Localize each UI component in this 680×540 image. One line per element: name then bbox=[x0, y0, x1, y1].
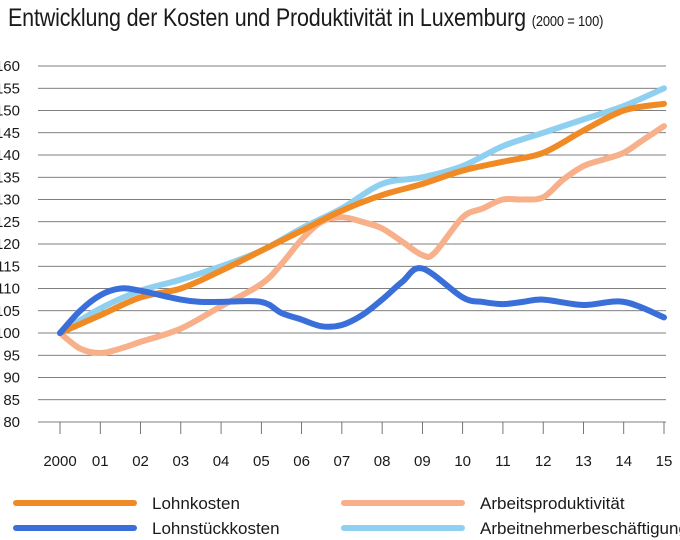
series-line-lohnst-ckkosten bbox=[57, 265, 667, 336]
legend-label: Lohnkosten bbox=[152, 494, 240, 513]
x-tick-label: 13 bbox=[575, 453, 592, 470]
y-tick-label: 90 bbox=[3, 370, 20, 387]
x-tick-label: 11 bbox=[495, 453, 511, 470]
x-axis-ticks: 2000 01 02 03 04 05 06 07 08 09 10 11 12 13 14 15 bbox=[43, 422, 672, 470]
x-tick-label: 2000 bbox=[43, 453, 76, 470]
y-tick-label: 125 bbox=[0, 214, 20, 231]
x-tick-label: 04 bbox=[213, 453, 230, 470]
x-tick-label: 15 bbox=[656, 453, 673, 470]
x-tick-label: 12 bbox=[535, 453, 552, 470]
series-line-arbeitsproduktivit-t bbox=[57, 123, 667, 356]
chart-title-text: Entwicklung der Kosten und Produktivität… bbox=[8, 4, 526, 32]
y-axis-ticks: 80 85 90 95 100 105 110 115 120 125 130 135 140 145 15… bbox=[0, 58, 20, 431]
x-tick-label: 05 bbox=[253, 453, 270, 470]
x-tick-label: 08 bbox=[374, 453, 391, 470]
chart-title: Entwicklung der Kosten und Produktivität… bbox=[8, 4, 603, 33]
x-tick-label: 01 bbox=[92, 453, 109, 470]
y-tick-label: 130 bbox=[0, 192, 20, 209]
series-arbeitsproduktivit-t bbox=[57, 123, 667, 356]
series-line-lohnkosten bbox=[57, 100, 667, 336]
series-arbeitnehmerbesch-ftigung bbox=[57, 85, 667, 336]
gridlines bbox=[38, 65, 666, 423]
series-line-arbeitnehmerbesch-ftigung bbox=[57, 85, 667, 336]
legend-label: Arbeitnehmerbeschäftigung bbox=[480, 519, 680, 538]
x-tick-label: 02 bbox=[132, 453, 149, 470]
x-tick-label: 06 bbox=[293, 453, 310, 470]
y-tick-label: 120 bbox=[0, 236, 20, 253]
y-tick-label: 115 bbox=[0, 258, 20, 275]
chart-subtitle: (2000 = 100) bbox=[531, 13, 604, 30]
legend-label: Arbeitsproduktivität bbox=[480, 494, 625, 513]
series-lines bbox=[57, 85, 667, 356]
legend-label: Lohnstückkosten bbox=[152, 519, 280, 538]
series-lohnst-ckkosten bbox=[57, 265, 667, 336]
y-tick-label: 85 bbox=[3, 392, 20, 409]
y-tick-label: 150 bbox=[0, 103, 20, 120]
x-tick-label: 10 bbox=[454, 453, 471, 470]
y-tick-label: 80 bbox=[3, 414, 20, 431]
y-tick-label: 145 bbox=[0, 125, 20, 142]
y-tick-label: 105 bbox=[0, 303, 20, 320]
y-tick-label: 95 bbox=[3, 347, 20, 364]
series-lohnkosten bbox=[57, 100, 667, 336]
x-tick-label: 14 bbox=[615, 453, 632, 470]
x-tick-label: 07 bbox=[334, 453, 351, 470]
legend: Lohnkosten Arbeitsproduktivität Lohnstückk… bbox=[13, 494, 680, 538]
y-tick-label: 155 bbox=[0, 80, 20, 97]
x-tick-label: 03 bbox=[172, 453, 189, 470]
x-tick-label: 09 bbox=[414, 453, 431, 470]
y-tick-label: 160 bbox=[0, 58, 20, 75]
y-tick-label: 135 bbox=[0, 169, 20, 186]
y-tick-label: 100 bbox=[0, 325, 20, 342]
y-tick-label: 110 bbox=[0, 281, 20, 298]
y-tick-label: 140 bbox=[0, 147, 20, 164]
